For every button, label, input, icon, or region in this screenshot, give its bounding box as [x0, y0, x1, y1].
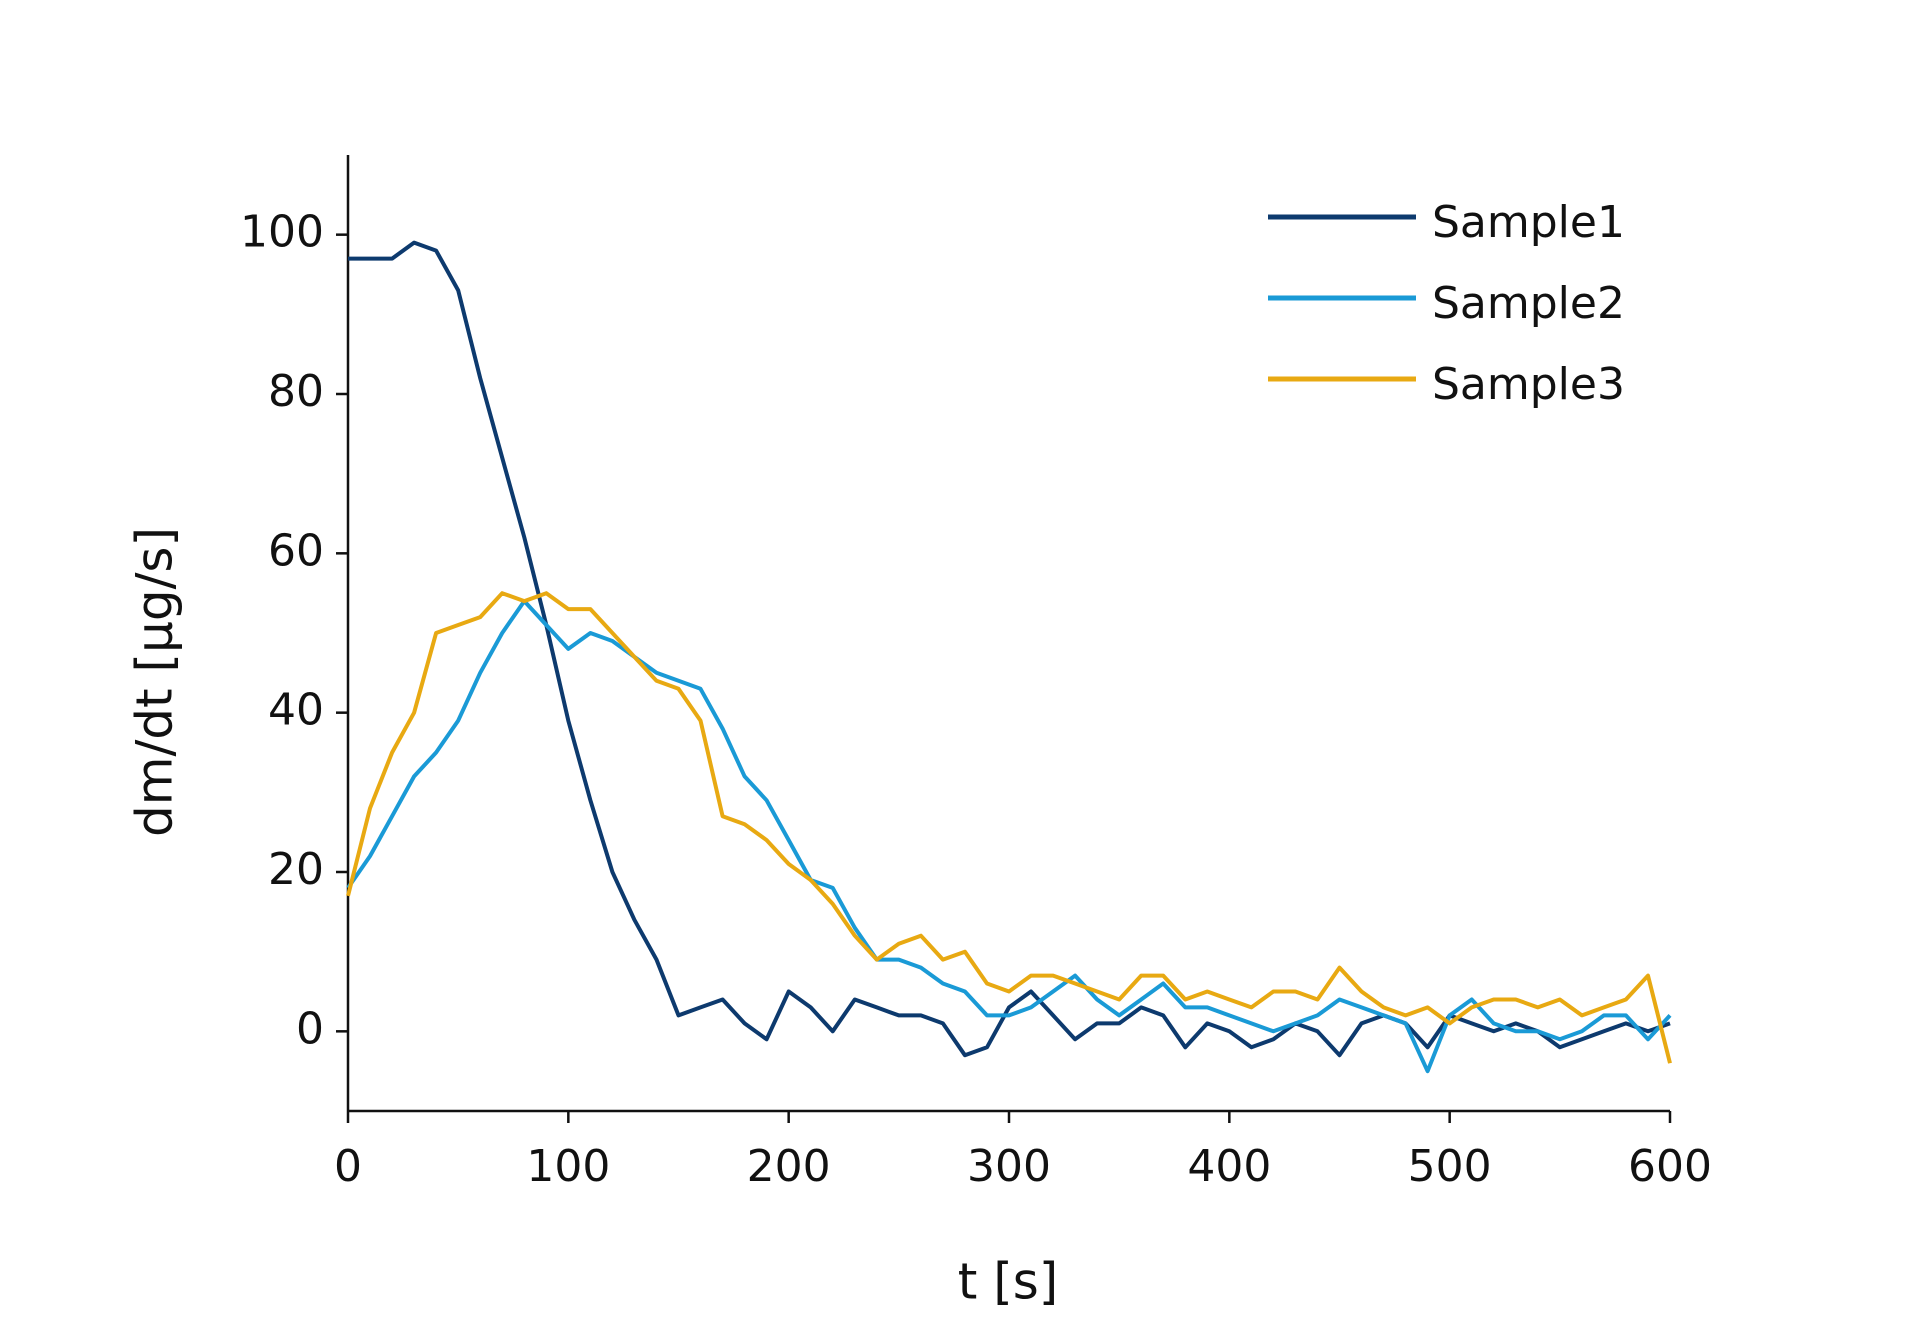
x-axis-label: t [s] — [958, 1253, 1059, 1311]
y-axis-label: dm/dt [µg/s] — [126, 527, 184, 837]
y-tick-label: 100 — [240, 207, 324, 258]
x-tick-label: 0 — [334, 1141, 362, 1192]
legend-label: Sample1 — [1432, 197, 1625, 248]
y-tick-label: 40 — [268, 685, 324, 736]
x-tick-label: 400 — [1187, 1141, 1271, 1192]
legend-label: Sample2 — [1432, 278, 1625, 329]
y-tick-label: 60 — [268, 525, 324, 576]
y-tick-label: 0 — [296, 1003, 324, 1054]
x-tick-label: 300 — [967, 1141, 1051, 1192]
x-tick-label: 100 — [526, 1141, 610, 1192]
series-line — [346, 599, 1672, 1074]
y-tick-label: 80 — [268, 366, 324, 417]
series-line — [346, 591, 1672, 1064]
x-tick-label: 600 — [1628, 1141, 1712, 1192]
legend-label: Sample3 — [1432, 359, 1625, 410]
y-tick-label: 20 — [268, 844, 324, 895]
x-tick-label: 200 — [747, 1141, 831, 1192]
x-tick-label: 500 — [1408, 1141, 1492, 1192]
